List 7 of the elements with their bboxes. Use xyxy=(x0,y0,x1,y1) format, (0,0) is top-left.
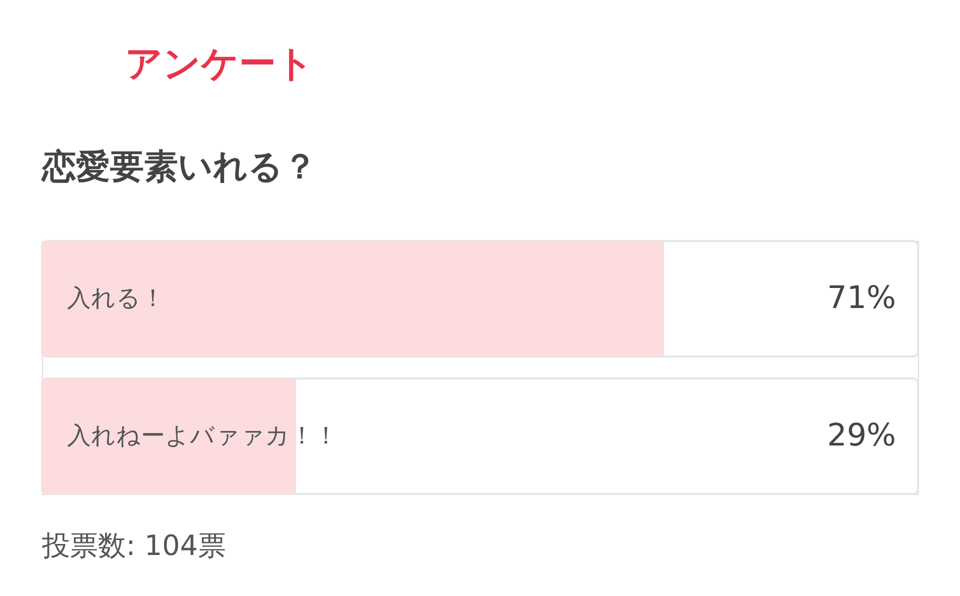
data-label: 29% xyxy=(827,417,896,454)
chart-title: アンケート xyxy=(125,42,314,85)
text: 投票数: 104票 xyxy=(41,529,226,562)
y-tick-label: 入れる！ xyxy=(67,284,165,312)
chart-subtitle: 恋愛要素いれる？ xyxy=(41,147,317,187)
y-tick-label: 入れねーよバァァカ！！ xyxy=(67,421,338,450)
data-label: 71% xyxy=(827,280,896,316)
